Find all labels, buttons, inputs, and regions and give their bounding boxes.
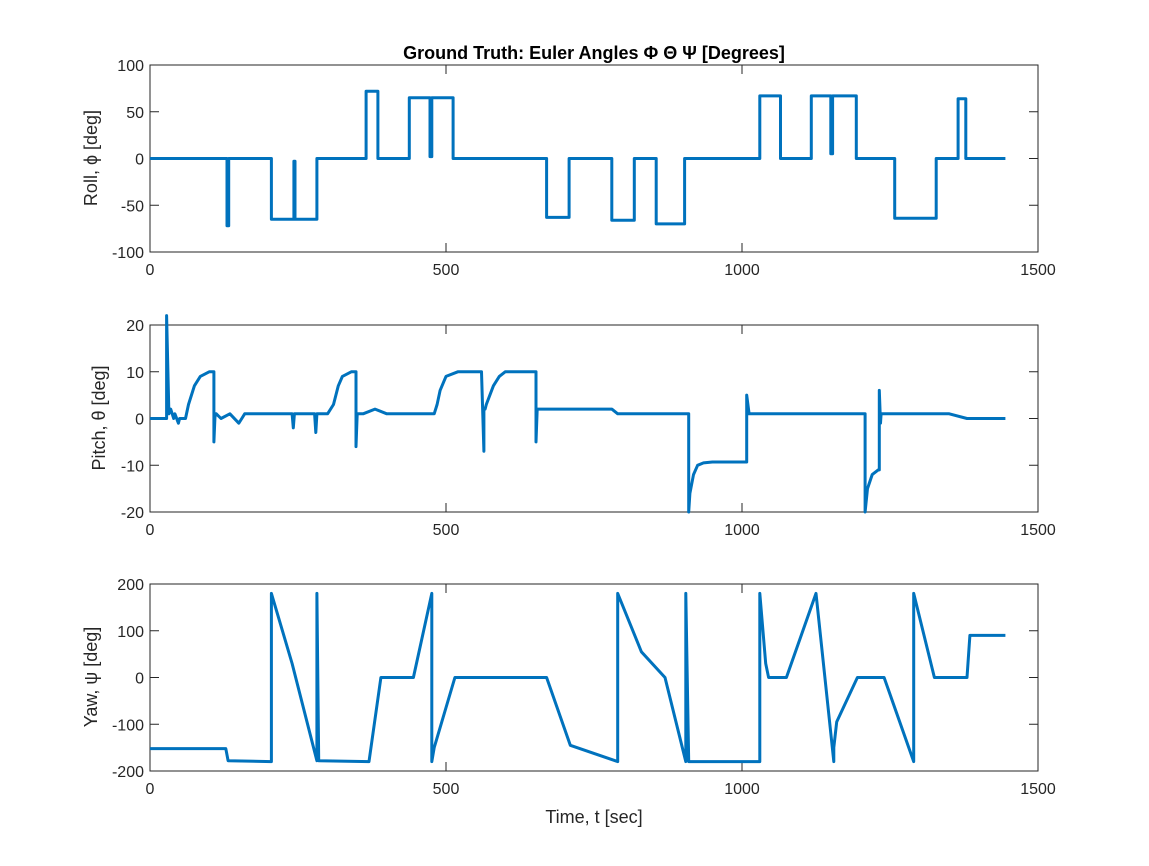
yaw-ytick-label: 200 bbox=[117, 577, 144, 594]
yaw-ticks bbox=[149, 583, 1039, 772]
yaw-ylabel: Yaw, ψ [deg] bbox=[81, 627, 101, 728]
pitch-xtick-label: 0 bbox=[146, 522, 155, 539]
yaw-xtick-label: 0 bbox=[146, 781, 155, 798]
pitch-xtick-label: 1000 bbox=[724, 522, 760, 539]
pitch-ylabel: Pitch, θ [deg] bbox=[89, 365, 109, 470]
yaw-xtick-label: 500 bbox=[433, 781, 460, 798]
roll-plot-area bbox=[150, 89, 1006, 228]
yaw-ytick-label: 100 bbox=[117, 624, 144, 641]
roll-xtick-label: 0 bbox=[146, 262, 155, 279]
yaw-series-line bbox=[150, 591, 1006, 764]
yaw-xtick-label: 1000 bbox=[724, 781, 760, 798]
pitch-ticks bbox=[149, 324, 1039, 513]
yaw-axes-box bbox=[149, 583, 1039, 772]
roll-ytick-label: -100 bbox=[112, 245, 144, 262]
roll-xtick-label: 1500 bbox=[1020, 262, 1056, 279]
pitch-tick-labels: 0 500 1000 1500 -20 -10 0 10 20 bbox=[121, 318, 1056, 539]
roll-xtick-label: 1000 bbox=[724, 262, 760, 279]
pitch-plot-area bbox=[150, 314, 1006, 514]
roll-ytick-label: 100 bbox=[117, 58, 144, 75]
roll-ytick-label: 50 bbox=[126, 105, 144, 122]
pitch-subplot: 0 500 1000 1500 -20 -10 0 10 20 Pitch, θ [deg] bbox=[89, 314, 1056, 539]
yaw-tick-labels: 0 500 1000 1500 -200 -100 0 100 200 bbox=[112, 577, 1056, 798]
pitch-ytick-label: -10 bbox=[121, 458, 144, 475]
pitch-ytick-label: 20 bbox=[126, 318, 144, 335]
yaw-ytick-label: -200 bbox=[112, 764, 144, 781]
roll-tick-labels: 0 500 1000 1500 -100 -50 0 50 100 bbox=[112, 58, 1056, 279]
roll-subplot: 0 500 1000 1500 -100 -50 0 50 100 Roll, ϕ [deg] bbox=[81, 58, 1056, 279]
pitch-series-line bbox=[150, 314, 1006, 514]
pitch-ytick-label: -20 bbox=[121, 505, 144, 522]
pitch-xtick-label: 500 bbox=[433, 522, 460, 539]
yaw-xtick-label: 1500 bbox=[1020, 781, 1056, 798]
yaw-subplot: 0 500 1000 1500 -200 -100 0 100 200 Yaw, ψ [deg]… bbox=[81, 577, 1056, 827]
yaw-ytick-label: 0 bbox=[135, 671, 144, 688]
figure-title: Ground Truth: Euler Angles Φ Θ Ψ [Degree… bbox=[403, 43, 785, 63]
yaw-ytick-label: -100 bbox=[112, 717, 144, 734]
pitch-xtick-label: 1500 bbox=[1020, 522, 1056, 539]
roll-ylabel: Roll, ϕ [deg] bbox=[81, 110, 101, 206]
roll-series-line bbox=[150, 89, 1006, 228]
pitch-ytick-label: 10 bbox=[126, 365, 144, 382]
yaw-xlabel: Time, t [sec] bbox=[545, 807, 642, 827]
pitch-ytick-label: 0 bbox=[135, 412, 144, 429]
roll-xtick-label: 500 bbox=[433, 262, 460, 279]
roll-ytick-label: 0 bbox=[135, 152, 144, 169]
pitch-axes-box bbox=[149, 324, 1039, 513]
yaw-plot-area bbox=[150, 591, 1006, 764]
roll-ytick-label: -50 bbox=[121, 198, 144, 215]
roll-ticks bbox=[149, 64, 1039, 253]
